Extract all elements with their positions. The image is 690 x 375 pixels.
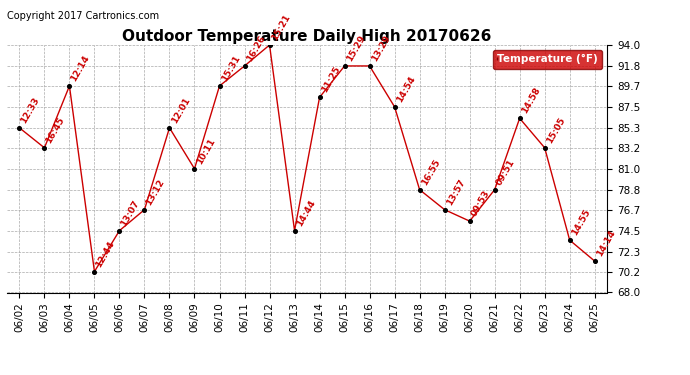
Point [414,187,425,193]
Title: Outdoor Temperature Daily High 20170626: Outdoor Temperature Daily High 20170626 [122,29,492,44]
Text: 15:21: 15:21 [270,13,292,42]
Text: 15:05: 15:05 [544,116,566,145]
Point [114,228,125,234]
Text: 14:58: 14:58 [520,86,542,116]
Text: 12:33: 12:33 [19,96,41,125]
Text: 13:57: 13:57 [444,177,467,207]
Text: 16:26: 16:26 [244,34,266,63]
Text: 09:53: 09:53 [470,189,492,218]
Text: Copyright 2017 Cartronics.com: Copyright 2017 Cartronics.com [7,11,159,21]
Text: 13:29: 13:29 [370,34,392,63]
Point [164,125,175,131]
Point [39,145,50,151]
Point [314,94,325,100]
Point [464,218,475,224]
Text: 11:25: 11:25 [319,65,342,94]
Point [514,115,525,121]
Point [139,207,150,213]
Point [64,83,75,89]
Text: 12:01: 12:01 [170,96,192,125]
Text: 16:55: 16:55 [420,158,442,187]
Point [289,228,300,234]
Text: 10:11: 10:11 [195,137,217,166]
Point [239,63,250,69]
Point [364,63,375,69]
Point [339,63,350,69]
Text: 15:29: 15:29 [344,34,367,63]
Point [189,166,200,172]
Text: 14:55: 14:55 [570,208,592,237]
Point [264,42,275,48]
Text: 14:54: 14:54 [395,75,417,104]
Point [389,104,400,110]
Text: 13:07: 13:07 [119,198,141,228]
Text: 13:12: 13:12 [144,177,166,207]
Point [439,207,450,213]
Text: 14:44: 14:44 [295,198,317,228]
Point [214,83,225,89]
Point [539,145,550,151]
Text: 12:44: 12:44 [95,239,117,269]
Point [589,258,600,264]
Point [89,268,100,274]
Text: 14:14: 14:14 [595,229,617,258]
Legend: Temperature (°F): Temperature (°F) [493,50,602,69]
Text: 15:31: 15:31 [219,54,242,83]
Point [564,237,575,243]
Point [489,187,500,193]
Point [14,125,25,131]
Text: 12:14: 12:14 [70,54,92,83]
Text: 16:45: 16:45 [44,116,67,145]
Text: 09:51: 09:51 [495,158,517,187]
